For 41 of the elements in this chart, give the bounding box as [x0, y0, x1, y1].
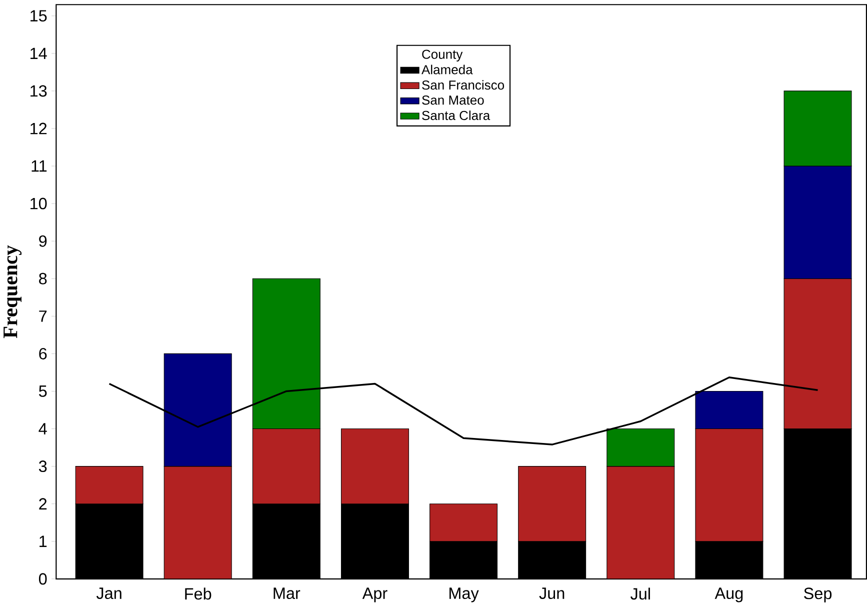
y-tick-label: 14: [30, 48, 47, 60]
y-tick-label: 0: [38, 573, 47, 585]
x-tick-label: Feb: [185, 588, 212, 600]
y-tick-label: 6: [39, 348, 47, 360]
y-tick-label: 11: [32, 160, 47, 172]
legend-label: San Francisco: [422, 80, 504, 90]
y-tick-label: 10: [30, 198, 47, 210]
bar: [430, 504, 498, 542]
legend-label: Alameda: [422, 64, 473, 74]
x-tick-label: May: [450, 588, 479, 602]
y-tick-label: 12: [30, 122, 47, 134]
x-tick-label: Jul: [630, 588, 650, 600]
legend-label: Santa Clara: [422, 110, 490, 120]
x-tick-label: Apr: [362, 588, 388, 602]
y-tick-label: 1: [40, 536, 47, 547]
y-tick-label: 2: [39, 498, 47, 510]
y-tick-label: 8: [39, 272, 47, 284]
x-tick-label: Jan: [96, 588, 122, 600]
y-axis-title: Frequency: [4, 245, 22, 338]
x-tick-label: Mar: [274, 588, 300, 600]
bar: [340, 428, 409, 504]
y-tick-label: 9: [39, 235, 47, 247]
y-tick-label: 3: [38, 460, 47, 472]
bar: [695, 428, 764, 542]
bar: [784, 278, 852, 430]
bar: [75, 466, 144, 504]
y-tick-label: 4: [38, 423, 47, 434]
y-tick-label: 7: [39, 310, 47, 322]
bar: [252, 428, 320, 504]
x-tick-label: Sep: [804, 588, 832, 602]
y-tick-label: 15: [30, 10, 47, 22]
x-tick-label: Jun: [539, 588, 564, 600]
x-tick-label: Aug: [714, 588, 743, 602]
bar: [606, 466, 675, 579]
y-tick-label: 13: [30, 85, 47, 97]
bar: [518, 466, 586, 542]
bar: [695, 390, 764, 430]
bar: [164, 466, 232, 579]
y-tick-label: 5: [38, 386, 47, 397]
legend-label: San Mateo: [422, 96, 484, 105]
legend-title: County: [422, 50, 463, 62]
